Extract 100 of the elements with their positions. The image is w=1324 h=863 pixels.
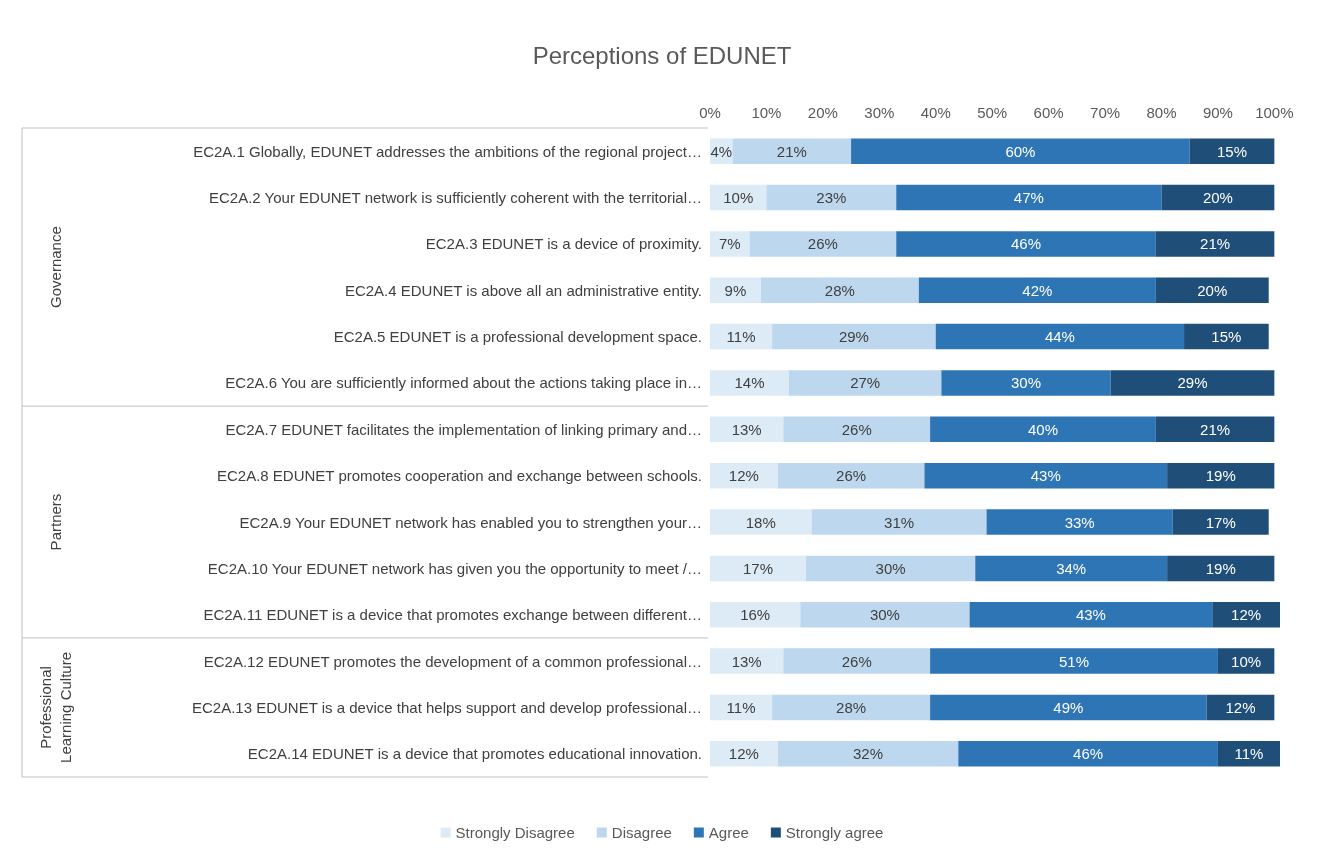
data-label: 13% [731,652,762,670]
data-label: 29% [1177,374,1208,392]
data-label: 12% [728,467,759,485]
bar [1155,416,1275,443]
data-label: 11% [1234,745,1264,763]
bar [805,555,976,582]
data-label: 28% [836,698,867,716]
x-tick-label: 70% [1090,104,1121,121]
data-label: 42% [1022,281,1053,299]
x-tick-label: 40% [920,104,951,121]
bar [930,694,1207,721]
bar [783,648,931,674]
x-tick-label: 10% [751,104,782,121]
data-label: 12% [1231,606,1262,624]
bar [935,323,1185,350]
bar [710,602,801,628]
data-label: 11% [726,328,756,346]
bar [1167,555,1275,582]
bar [772,694,931,721]
data-label: 43% [1075,606,1106,624]
bar [1161,184,1275,211]
data-label: 26% [836,467,867,485]
data-label: 17% [1205,513,1236,531]
data-label: 26% [841,420,872,438]
bar [896,184,1162,211]
data-label: 26% [807,235,838,253]
y-tick-label: EC2A.8 EDUNET promotes cooperation and exchange between schools. [216,467,702,485]
legend-label: Strongly Disagree [455,824,575,841]
data-label: 26% [841,652,872,670]
bar [710,509,812,535]
data-label: 12% [728,745,759,763]
legend-label: Disagree [611,824,672,841]
y-tick-label: EC2A.3 EDUNET is a device of proximity. [425,235,702,253]
bar [710,648,784,674]
data-label: 15% [1217,142,1248,160]
data-label: 11% [726,698,756,716]
data-label: 10% [1231,652,1262,670]
bar [986,509,1173,535]
bar [930,416,1156,443]
data-label: 14% [734,374,765,392]
data-label: 19% [1205,467,1236,485]
data-label: 20% [1197,281,1228,299]
chart-title: Perceptions of EDUNET [532,41,792,69]
data-label: 21% [776,142,807,160]
data-label: 21% [1200,420,1231,438]
data-label: 46% [1011,235,1042,253]
bar [783,416,931,443]
data-label: 46% [1073,745,1104,763]
data-label: 4% [710,142,733,160]
data-label: 30% [875,559,906,577]
bar [1189,138,1275,164]
x-tick-label: 20% [807,104,838,121]
legend-label: Strongly agree [785,824,884,841]
bar [777,741,959,767]
bar [1184,323,1269,350]
bar [1217,741,1280,767]
bar [800,602,970,628]
data-label: 7% [718,235,741,253]
y-tick-label: EC2A.6 You are sufficiently informed about the actions taking place in… [225,374,702,392]
bar [1155,277,1269,303]
x-tick-label: 60% [1033,104,1064,121]
bar [1167,462,1275,489]
bar [851,138,1190,164]
data-label: 13% [731,420,762,438]
y-tick-label: EC2A.7 EDUNET facilitates the implementation of linking primary and… [225,420,702,438]
data-label: 17% [742,559,773,577]
data-label: 60% [1005,142,1036,160]
data-label: 15% [1211,328,1242,346]
x-tick-label: 0% [699,104,721,121]
data-label: 51% [1058,652,1090,670]
bar [896,231,1156,257]
text: Governance [46,226,64,308]
y-tick-label: EC2A.10 Your EDUNET network has given you the opportunity to meet /… [207,559,702,577]
bar [975,555,1168,582]
data-label: 19% [1205,559,1236,577]
bar [1155,231,1275,257]
y-tick-label: EC2A.11 EDUNET is a device that promotes exchange between different… [203,606,702,624]
bar [958,741,1218,767]
y-tick-label: EC2A.5 EDUNET is a professional development space. [333,328,702,346]
bar [1172,509,1269,535]
data-label: 21% [1200,235,1231,253]
data-label: 31% [884,513,915,531]
data-label: 20% [1202,189,1233,207]
data-label: 18% [745,513,776,531]
data-label: 44% [1044,328,1075,346]
bar [710,741,778,767]
bar [760,277,919,303]
x-tick-label: 80% [1146,104,1177,121]
bar [732,138,852,164]
data-label: 12% [1225,698,1256,716]
y-tick-label: EC2A.4 EDUNET is above all an administrative entity. [344,281,702,299]
y-tick-label: EC2A.9 Your EDUNET network has enabled you to strengthen your… [239,513,702,531]
data-label: 16% [740,606,771,624]
data-label: 23% [816,189,847,207]
bar [710,231,750,257]
data-label: 43% [1030,467,1061,485]
bar [969,602,1213,628]
data-label: 29% [838,328,869,346]
bar [811,509,987,535]
bar [777,462,925,489]
